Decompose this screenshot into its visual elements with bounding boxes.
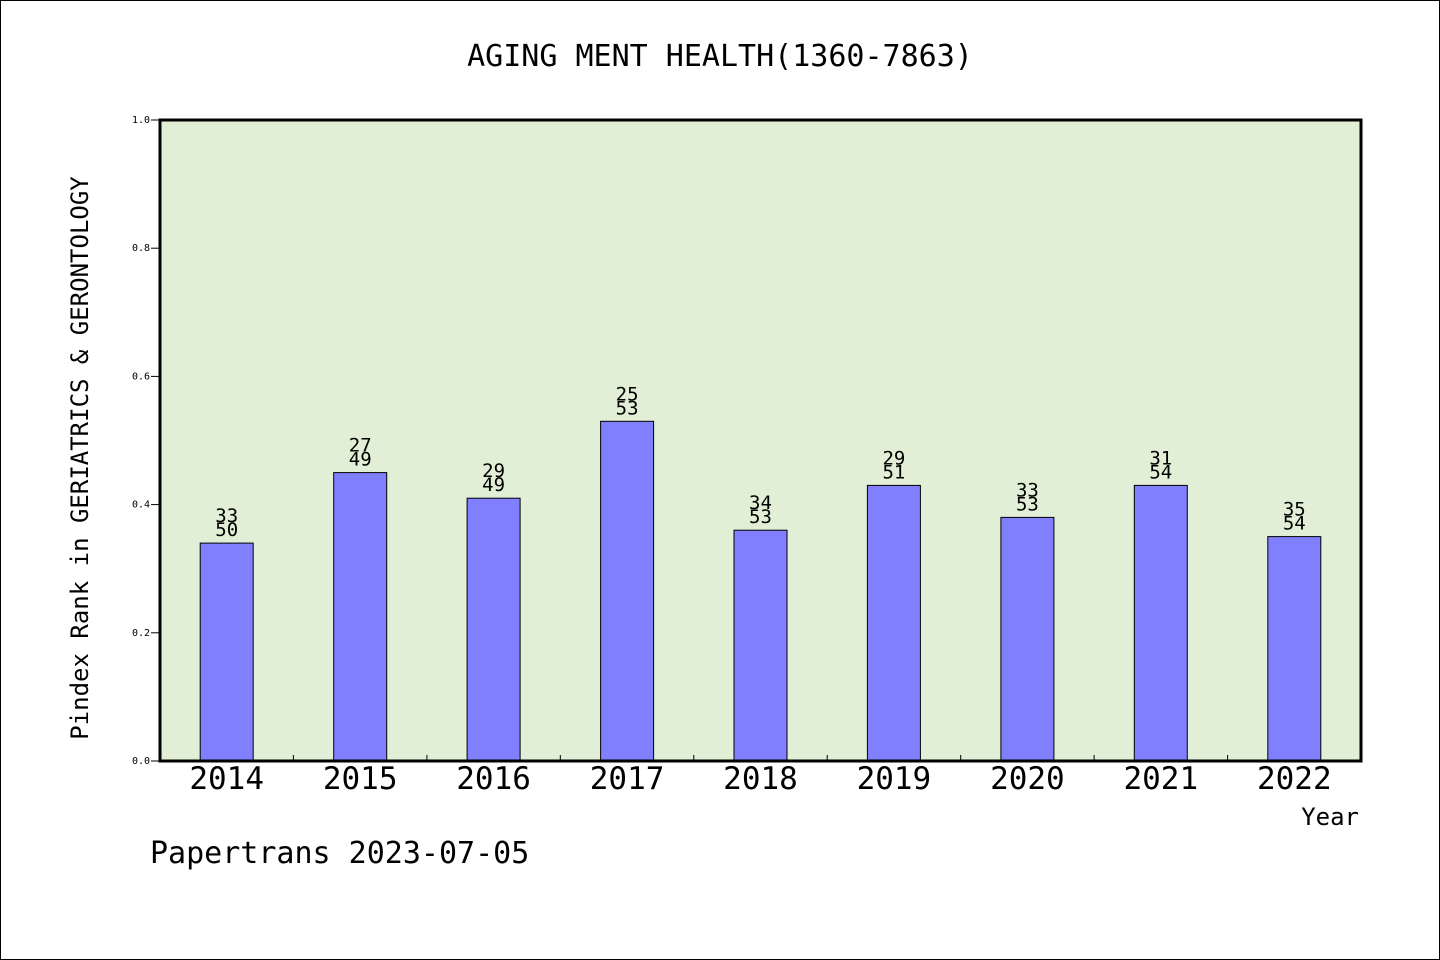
chart-title: AGING MENT HEALTH(1360-7863): [467, 39, 973, 74]
y-tick-label-0.4: 0.4: [132, 500, 150, 511]
data-label-bottom-2015: 49: [349, 449, 372, 471]
x-tick-label-2021: 2021: [1123, 761, 1198, 797]
data-label-top-2014: 33: [215, 505, 238, 527]
bar-2022: [1267, 536, 1322, 762]
bar-group: [199, 420, 1322, 762]
data-label-bottom-2017: 53: [616, 397, 639, 419]
y-tick-label-0.2: 0.2: [132, 628, 150, 639]
x-tick-label-2018: 2018: [723, 761, 798, 797]
x-tick-label-2020: 2020: [990, 761, 1065, 797]
data-label-bottom-2022: 54: [1283, 513, 1306, 535]
data-label-top-2022: 35: [1283, 499, 1306, 521]
y-axis-ticks: 0.0 0.2 0.4 0.6 0.8 1.0: [132, 115, 160, 767]
data-label-top-2020: 33: [1016, 479, 1039, 501]
x-tick-label-2014: 2014: [189, 761, 264, 797]
y-tick-label-1.0: 1.0: [132, 115, 150, 126]
x-axis-label: Year: [1301, 803, 1359, 831]
x-tick-label-2015: 2015: [323, 761, 398, 797]
data-label-bottom-2018: 53: [749, 506, 772, 528]
bar-2016: [466, 497, 521, 762]
y-tick-label-0.6: 0.6: [132, 371, 150, 382]
y-axis-label: Pindex Rank in GERIATRICS & GERONTOLOGY: [66, 176, 94, 740]
data-label-top-2016: 29: [482, 460, 505, 482]
bar-2020: [1000, 516, 1055, 762]
data-label-bottom-2014: 50: [215, 519, 238, 541]
footer-text: Papertrans 2023-07-05: [150, 836, 529, 871]
x-tick-label-2022: 2022: [1257, 761, 1332, 797]
data-label-bottom-2021: 54: [1149, 461, 1172, 483]
data-label-bottom-2019: 51: [882, 461, 905, 483]
bar-2021: [1133, 484, 1188, 762]
x-tick-label-2017: 2017: [590, 761, 665, 797]
data-label-top-2021: 31: [1149, 447, 1172, 469]
data-label-top-2017: 25: [616, 383, 639, 405]
x-axis-ticks: 2014 2015 2016 2017 2018 2019 2020 2021 2022: [189, 755, 1332, 797]
x-tick-label-2019: 2019: [857, 761, 932, 797]
data-label-top-2015: 27: [349, 435, 372, 457]
y-tick-label-0.8: 0.8: [132, 243, 150, 254]
plot-border: [158, 118, 1363, 763]
data-label-top-2019: 29: [882, 447, 905, 469]
bar-2019: [866, 484, 921, 762]
x-tick-label-2016: 2016: [456, 761, 531, 797]
bar-2017: [600, 420, 655, 762]
bar-2015: [333, 472, 388, 762]
y-tick-label-0.0: 0.0: [132, 756, 150, 767]
bar-2018: [733, 529, 788, 762]
data-label-bottom-2020: 53: [1016, 493, 1039, 515]
data-label-top-2018: 34: [749, 492, 772, 514]
data-label-bottom-2016: 49: [482, 474, 505, 496]
bar-2014: [199, 542, 254, 762]
